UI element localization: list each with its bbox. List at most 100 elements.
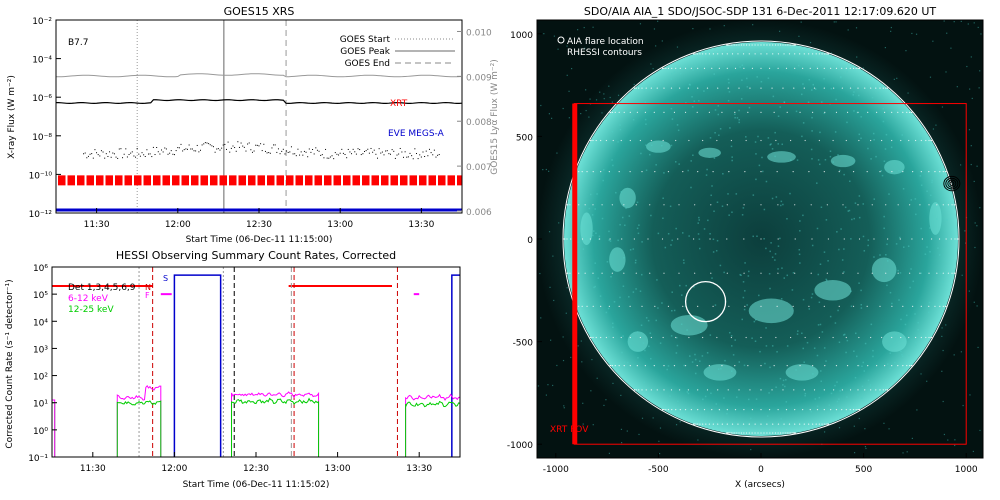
disk-texture (740, 98, 743, 100)
grid-dot (825, 53, 827, 55)
xrt-block (134, 175, 142, 186)
corona-speckle (926, 380, 928, 382)
grid-dot (636, 111, 638, 113)
corona-speckle (562, 359, 565, 362)
corona-speckle (581, 361, 583, 363)
disk-texture (796, 159, 799, 161)
disk-texture (679, 72, 682, 75)
disk-texture (837, 407, 839, 410)
corona-speckle (595, 99, 598, 101)
disk-texture (730, 145, 733, 148)
grid-dot (697, 305, 699, 307)
grid-dot (629, 111, 631, 113)
grid-dot (909, 204, 911, 206)
corona-speckle (570, 356, 572, 359)
disk-texture (735, 193, 738, 195)
goes-short-point (315, 147, 317, 149)
grid-dot (754, 423, 756, 425)
disk-texture (810, 411, 812, 413)
grid-dot (827, 238, 829, 240)
goes-short-point (365, 150, 367, 152)
disk-texture (712, 238, 715, 241)
grid-dot (773, 365, 775, 367)
disk-texture (901, 355, 904, 358)
goes-short-point (206, 142, 208, 144)
disk-texture (754, 340, 757, 342)
grid-dot (897, 272, 899, 274)
corona-speckle (608, 85, 610, 87)
disk-texture (623, 256, 625, 259)
grid-dot (919, 272, 921, 274)
goes-short-point (107, 155, 109, 157)
disk-texture (698, 219, 700, 221)
grid-dot (945, 305, 947, 307)
disk-texture (768, 272, 771, 275)
disk-texture (861, 397, 863, 399)
grid-dot (777, 53, 780, 55)
goes-y2tick-label-1: 0.007 (466, 163, 492, 173)
disk-texture (843, 333, 846, 336)
corona-speckle (970, 56, 972, 58)
grid-dot (727, 432, 729, 434)
corona-speckle (905, 50, 907, 52)
goes-short-point (282, 148, 284, 150)
disk-texture (645, 317, 648, 319)
goes-short-point (182, 150, 184, 152)
disk-texture (619, 296, 621, 299)
disk-texture (852, 94, 855, 96)
corona-speckle (830, 52, 833, 54)
grid-dot (897, 365, 899, 367)
grid-dot (855, 409, 857, 411)
grid-dot (590, 336, 592, 339)
disk-texture (802, 298, 805, 301)
disk-texture (610, 275, 612, 278)
grid-dot (667, 171, 670, 173)
grid-dot (925, 139, 927, 142)
disk-texture (753, 320, 756, 323)
grid-dot (897, 111, 899, 113)
corona-speckle (833, 21, 835, 23)
disk-texture (690, 186, 692, 189)
grid-dot (612, 336, 614, 339)
aia-image (537, 20, 983, 458)
disk-texture (648, 153, 651, 156)
disk-texture (851, 218, 853, 221)
grid-dot (835, 409, 838, 411)
goes-short-point (292, 153, 294, 155)
xrt-block (67, 175, 75, 186)
corona-speckle (959, 164, 962, 166)
goes-ytick-label-3: 10⁻⁶ (32, 94, 52, 104)
goes-short-point (260, 143, 262, 145)
disk-texture (690, 160, 692, 162)
corona-speckle (620, 428, 623, 430)
grid-dot (728, 44, 730, 46)
corona-speckle (676, 46, 679, 48)
grid-dot (639, 139, 641, 142)
disk-texture (775, 196, 778, 198)
legend-goes-start: GOES Start (340, 35, 391, 45)
disk-texture (796, 333, 799, 335)
disk-texture (734, 339, 736, 341)
grid-dot (684, 365, 687, 367)
corona-speckle (659, 452, 661, 455)
grid-dot (931, 139, 933, 142)
disk-texture (772, 95, 775, 98)
goes-short-point (251, 151, 253, 153)
grid-dot (729, 432, 731, 434)
corona-speckle (558, 222, 560, 224)
goes-short-point (360, 154, 362, 156)
disk-texture (744, 262, 746, 264)
grid-dot (920, 336, 922, 339)
grid-dot (769, 44, 771, 46)
disk-texture (714, 109, 717, 111)
grid-dot (768, 409, 771, 411)
goes-short-point (230, 147, 232, 149)
grid-dot (915, 139, 917, 142)
lya-line (56, 73, 462, 78)
corona-speckle (929, 76, 932, 78)
corona-speckle (723, 25, 725, 27)
grid-dot (687, 87, 689, 89)
goes-short-point (417, 158, 419, 160)
corona-speckle (709, 28, 711, 30)
grid-dot (760, 365, 762, 367)
